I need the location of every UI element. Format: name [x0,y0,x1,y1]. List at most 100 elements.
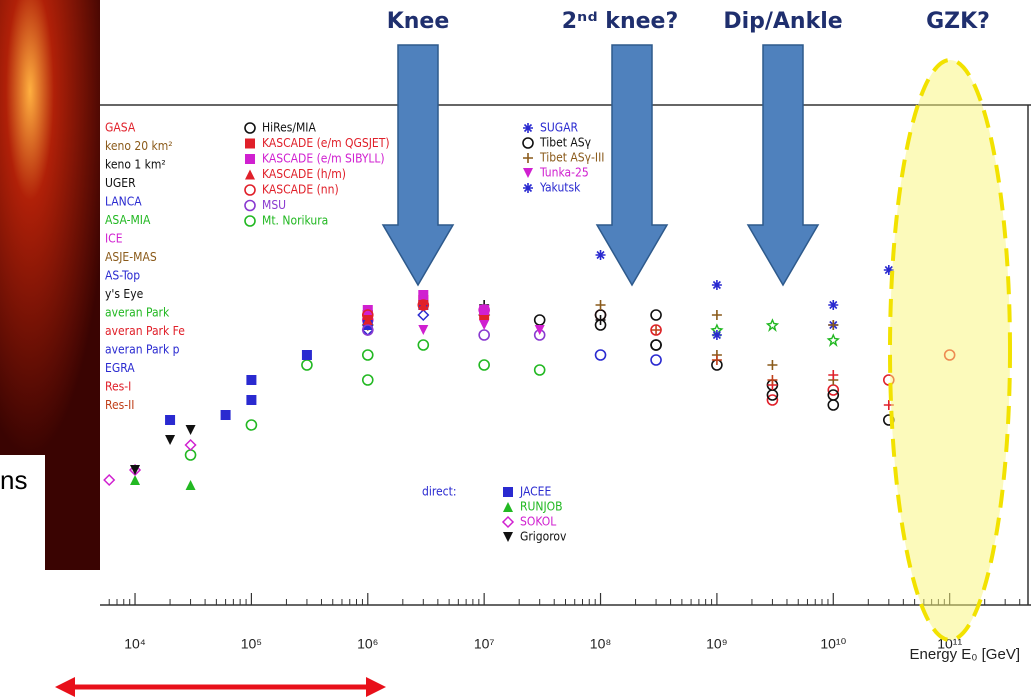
point [828,335,838,345]
point [712,330,722,340]
point [535,325,545,335]
legend-marker [523,168,533,178]
point [130,465,140,475]
legend-marker [245,170,255,180]
annotation: 2ⁿᵈ knee? [562,9,678,34]
point [246,375,256,385]
legend-label: KASCADE (h/m) [262,167,346,181]
legend-label: Mt. Norikura [262,214,328,228]
point [651,340,661,350]
gzk-region [890,60,1010,640]
annotation: Knee [387,9,450,34]
point [418,325,428,335]
legend-label: JACEE [519,485,552,499]
legend-label: GASA [105,121,136,135]
legend-label: Res-II [105,398,135,412]
legend-marker [503,487,513,497]
arrow-head [366,677,386,697]
legend-label: y's Eye [105,287,144,301]
legend-label: KASCADE (nn) [262,183,339,197]
arrow-head [55,677,75,697]
point [418,310,428,320]
point [130,475,140,485]
point [712,310,722,320]
arrows [383,45,818,285]
legend-marker [245,139,255,149]
legend-label: HiRes/MIA [262,121,316,135]
second-knee-arrow [597,45,667,285]
legend-marker [245,216,255,226]
point [165,435,175,445]
x-tick-label: 10⁴ [124,636,146,652]
point [165,415,175,425]
legend-marker [245,185,255,195]
point [363,350,373,360]
legend-label: ASJE-MAS [105,250,157,264]
point [418,290,428,300]
point [302,350,312,360]
legend-label: averan Park p [105,343,180,357]
point [535,315,545,325]
point [828,370,838,380]
legend-label: Tunka-25 [539,166,589,180]
legend-label: averan Park [105,306,170,320]
photo [45,455,100,570]
point [479,305,489,315]
legend-label: SOKOL [520,515,556,529]
legend-marker [503,532,513,542]
photo [0,0,100,455]
legend-label: MSU [262,198,286,212]
legend-label: RUNJOB [520,500,563,514]
legend-label: averan Park Fe [105,324,185,338]
point [186,450,196,460]
point [596,350,606,360]
legend-label: AS-Top [105,269,140,283]
x-tick-label: 10⁹ [706,636,728,652]
legend-label: EGRA [105,361,135,375]
legend-label: KASCADE (e/m SIBYLL) [262,152,385,166]
legend-label: UGER [105,176,136,190]
ankle-arrow [748,45,818,285]
legend-marker [245,154,255,164]
point [651,355,661,365]
x-tick-label: 10⁷ [474,636,495,652]
annotation: Dip/Ankle [723,9,842,34]
x-axis-label: Energy E₀ [GeV] [910,646,1020,663]
slide-text: ns [0,465,27,495]
legend-label: SUGAR [540,121,579,135]
point [828,300,838,310]
point [596,300,606,310]
point [596,250,606,260]
point [712,280,722,290]
point [104,475,114,485]
slide: ns 10⁴10⁵10⁶10⁷10⁸10⁹10¹⁰10¹¹ Energy E₀ … [0,0,1031,697]
legend-marker [523,138,533,148]
point [767,360,777,370]
x-tick-label: 10⁶ [357,636,378,652]
legend-marker [245,201,255,211]
x-tick-label: 10⁸ [590,636,612,652]
point [221,410,231,420]
point [712,355,722,365]
legend-label: keno 20 km² [105,139,173,153]
legend-marker [523,123,533,133]
point [651,310,661,320]
point [767,320,777,330]
point [479,360,489,370]
legend-label: Tibet ASγ-III [539,151,604,165]
point [535,365,545,375]
legend-marker [523,153,533,163]
legend-label: LANCA [105,195,142,209]
x-tick-label: 10¹⁰ [820,636,846,652]
point [186,440,196,450]
knee-arrow [383,45,453,285]
legend-marker [245,123,255,133]
legend-label: KASCADE (e/m QGSJET) [262,136,390,150]
annotation: GZK? [926,9,990,34]
point [186,480,196,490]
legend-header: direct: [422,485,456,499]
legend-label: Res-I [105,380,131,394]
point [418,340,428,350]
legend-label: Tibet ASγ [539,136,592,150]
